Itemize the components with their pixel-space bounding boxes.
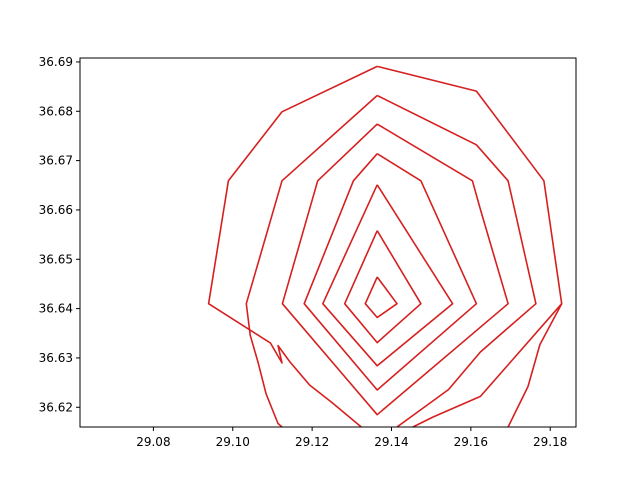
x-tick-label: 29.16 — [454, 435, 488, 449]
y-tick-label: 36.67 — [39, 154, 73, 168]
x-tick-label: 29.08 — [136, 435, 170, 449]
y-tick-label: 36.68 — [39, 104, 73, 118]
y-tick-label: 36.62 — [39, 400, 73, 414]
contour-line-1 — [364, 276, 398, 319]
plot-frame — [79, 57, 577, 428]
x-tick-label: 29.18 — [533, 435, 567, 449]
contour-line-8 — [377, 65, 563, 427]
contour-line-10 — [507, 303, 563, 427]
x-tick-label: 29.10 — [216, 435, 250, 449]
y-tick-label: 36.66 — [39, 203, 73, 217]
contour-line-3 — [321, 184, 454, 367]
contour-line-5 — [281, 123, 509, 416]
x-tick-label: 29.14 — [374, 435, 408, 449]
x-axis-ticks: 29.08 29.10 29.12 29.14 29.16 29.18 — [136, 427, 567, 449]
y-tick-label: 36.65 — [39, 252, 73, 266]
contour-line-7 — [245, 94, 378, 427]
contour-line-4 — [303, 153, 478, 391]
y-axis-ticks: 36.62 36.63 36.64 36.65 36.66 36.67 36.68 36.69 — [39, 55, 80, 414]
y-tick-label: 36.64 — [39, 302, 73, 316]
x-tick-label: 29.12 — [295, 435, 329, 449]
contour-line-9 — [207, 65, 378, 427]
y-tick-label: 36.63 — [39, 351, 73, 365]
contour-lines — [207, 65, 563, 427]
contour-line-6 — [376, 94, 537, 427]
contour-line-2 — [343, 230, 422, 344]
y-tick-label: 36.69 — [39, 55, 73, 69]
